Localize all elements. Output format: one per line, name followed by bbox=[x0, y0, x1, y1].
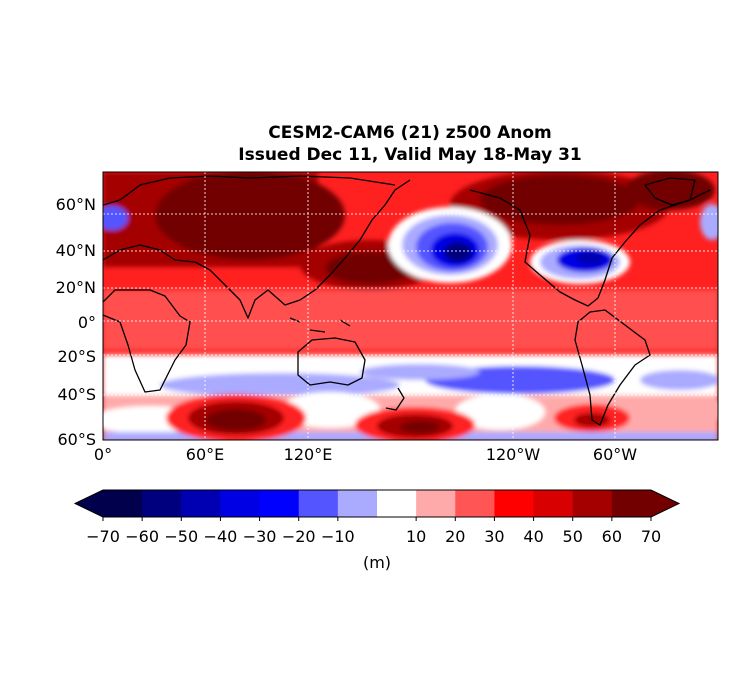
colorbar-swatch bbox=[142, 490, 182, 517]
colorbar-tick-label: −60 bbox=[125, 527, 159, 546]
colorbar-tick-label: 20 bbox=[445, 527, 465, 546]
colorbar-swatch bbox=[181, 490, 221, 517]
colorbar-swatch bbox=[611, 490, 652, 517]
colorbar-tick-label: 40 bbox=[523, 527, 543, 546]
lat-label-40n: 40°N bbox=[56, 241, 96, 260]
colorbar-tick-label: 70 bbox=[641, 527, 661, 546]
latitude-labels: 60°N 40°N 20°N 0° 20°S 40°S 60°S bbox=[56, 195, 96, 449]
graticule bbox=[103, 172, 718, 440]
colorbar-tick-label: 10 bbox=[406, 527, 426, 546]
colorbar-swatch bbox=[298, 490, 339, 517]
lat-label-20n: 20°N bbox=[56, 278, 96, 297]
longitude-labels: 0° 60°E 120°E 120°W 60°W bbox=[94, 445, 637, 464]
colorbar-swatch bbox=[377, 490, 417, 517]
colorbar-tick-label: −50 bbox=[164, 527, 198, 546]
colorbar-swatch bbox=[220, 490, 261, 517]
lat-label-20s: 20°S bbox=[57, 347, 96, 366]
lon-label-120w: 120°W bbox=[486, 445, 541, 464]
colorbar-min-arrow bbox=[75, 490, 103, 517]
lon-label-60e: 60°E bbox=[186, 445, 224, 464]
colorbar-swatch bbox=[455, 490, 495, 517]
colorbar-swatch bbox=[416, 490, 456, 517]
map-title: CESM2-CAM6 (21) z500 Anom bbox=[268, 123, 552, 143]
lon-label-0: 0° bbox=[94, 445, 112, 464]
lon-label-60w: 60°W bbox=[593, 445, 637, 464]
colorbar-tick-label: 50 bbox=[563, 527, 583, 546]
colorbar-swatch bbox=[533, 490, 574, 517]
colorbar-swatch bbox=[103, 490, 143, 517]
colorbar-swatch bbox=[494, 490, 535, 517]
colorbar-tick-label: −20 bbox=[282, 527, 316, 546]
colorbar-swatch bbox=[337, 490, 378, 517]
colorbar-tick-label: −30 bbox=[243, 527, 277, 546]
lat-label-eq: 0° bbox=[78, 313, 96, 332]
coastlines bbox=[103, 175, 711, 426]
colorbar-tick-label: 60 bbox=[602, 527, 622, 546]
lat-label-40s: 40°S bbox=[57, 385, 96, 404]
colorbar bbox=[73, 489, 681, 518]
map-subtitle: Issued Dec 11, Valid May 18-May 31 bbox=[238, 145, 582, 165]
colorbar-tick-label: 30 bbox=[484, 527, 504, 546]
colorbar-tick-label: −10 bbox=[321, 527, 355, 546]
colorbar-swatch bbox=[259, 490, 300, 517]
colorbar-swatch bbox=[572, 490, 613, 517]
lat-label-60s: 60°S bbox=[57, 430, 96, 449]
lat-label-60n: 60°N bbox=[56, 195, 96, 214]
colorbar-max-arrow bbox=[651, 490, 679, 517]
anomaly-map-panel bbox=[103, 172, 718, 440]
colorbar-tick-label: −70 bbox=[86, 527, 120, 546]
colorbar-unit-label: (m) bbox=[362, 553, 392, 572]
colorbar-tick-labels: −70 −60 −50 −40 −30 −20 −10 10 20 30 40 50 60 70 bbox=[86, 517, 661, 546]
lon-label-120e: 120°E bbox=[284, 445, 333, 464]
colorbar-tick-label: −40 bbox=[204, 527, 238, 546]
